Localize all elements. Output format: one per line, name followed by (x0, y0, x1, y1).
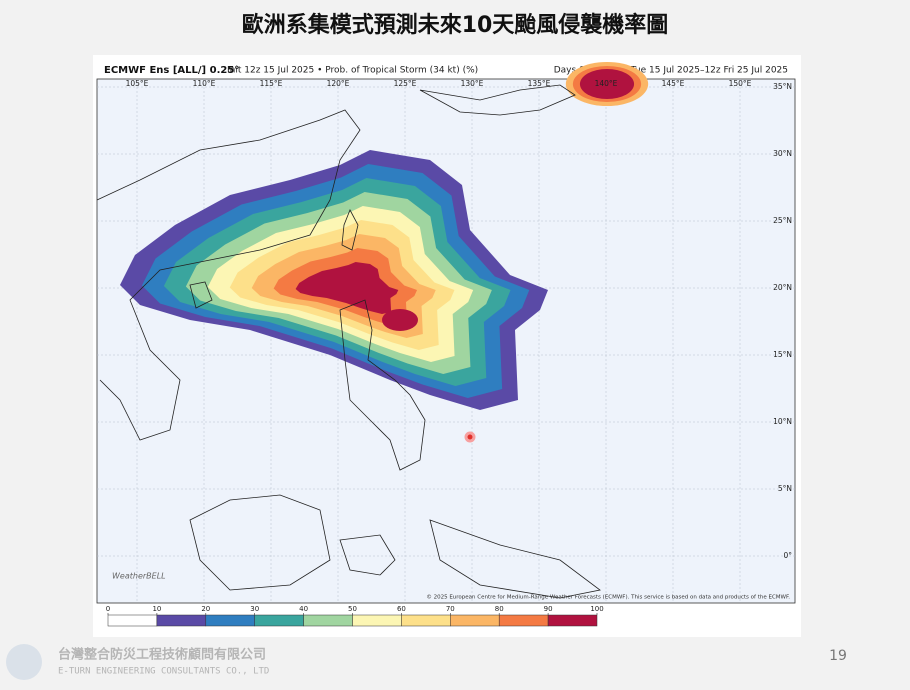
colorbar-label: 60 (397, 605, 406, 613)
map-period: Days 0–10 • 12z Tue 15 Jul 2025–12z Fri … (554, 66, 788, 76)
lat-label: 5°N (778, 484, 792, 493)
colorbar-segment (205, 614, 255, 627)
lat-label: 15°N (773, 350, 792, 359)
logo (6, 644, 42, 680)
colorbar-label: 40 (299, 605, 308, 613)
colorbar: 0 10 20 30 40 50 60 70 80 90 100 (106, 605, 604, 627)
lon-label: 125°E (394, 79, 417, 88)
colorbar-segment (450, 614, 500, 627)
colorbar-segment (107, 614, 158, 627)
colorbar-label: 20 (201, 605, 210, 613)
map-model: ECMWF Ens [ALL/] 0.25° (104, 65, 239, 76)
lon-label: 115°E (260, 79, 283, 88)
colorbar-label: 50 (348, 605, 357, 613)
lat-label: 10°N (773, 417, 792, 426)
storm-position (464, 431, 476, 443)
latitude-labels: 35°N 30°N 25°N 20°N 15°N 10°N 5°N 0° (773, 82, 792, 560)
lon-label: 150°E (729, 79, 752, 88)
lon-label: 135°E (528, 79, 551, 88)
probability-contour (382, 309, 418, 331)
lon-label: 110°E (193, 79, 216, 88)
map-init: Init 12z 15 Jul 2025 • Prob. of Tropical… (227, 66, 478, 76)
colorbar-segment (254, 614, 304, 627)
slide-title: 歐洲系集模式預測未來10天颱風侵襲機率圖 (242, 12, 669, 38)
lon-label: 145°E (662, 79, 685, 88)
colorbar-segment (547, 614, 598, 627)
company-name-en: E-TURN ENGINEERING CONSULTANTS CO., LTD (58, 667, 269, 677)
longitude-labels: 105°E 110°E 115°E 120°E 125°E 130°E 135°E 140°E… (126, 79, 752, 88)
colorbar-segment (156, 614, 207, 627)
colorbar-segment (352, 614, 402, 627)
lon-label: 105°E (126, 79, 149, 88)
colorbar-label: 100 (590, 605, 603, 613)
colorbar-label: 70 (446, 605, 455, 613)
colorbar-segment (401, 614, 451, 627)
colorbar-label: 80 (495, 605, 504, 613)
colorbar-segment (498, 614, 549, 627)
lon-label: 120°E (327, 79, 350, 88)
watermark: WeatherBELL (112, 572, 166, 581)
lat-label: 35°N (773, 82, 792, 91)
colorbar-segment (303, 614, 353, 627)
lat-label: 20°N (773, 283, 792, 292)
lat-label: 25°N (773, 216, 792, 225)
lon-label: 130°E (461, 79, 484, 88)
probability-contour (579, 69, 635, 99)
probability-contour (295, 262, 399, 314)
lat-label: 0° (783, 551, 792, 560)
colorbar-label: 90 (544, 605, 553, 613)
colorbar-label: 10 (152, 605, 161, 613)
lon-label: 140°E (595, 79, 618, 88)
colorbar-label: 30 (250, 605, 259, 613)
copyright: © 2025 European Centre for Medium-Range … (426, 594, 790, 601)
company-name: 台灣整合防災工程技術顧問有限公司 (58, 647, 266, 663)
colorbar-label: 0 (106, 605, 110, 613)
lat-label: 30°N (773, 149, 792, 158)
probability-field (120, 62, 649, 410)
coastlines (96, 84, 601, 599)
page-number: 19 (829, 648, 847, 664)
